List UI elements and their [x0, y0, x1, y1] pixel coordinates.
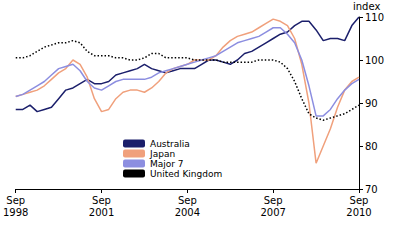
svg-text:Major 7: Major 7 [150, 159, 184, 169]
svg-text:2010: 2010 [346, 207, 371, 218]
svg-text:2007: 2007 [260, 207, 285, 218]
svg-text:2001: 2001 [89, 207, 114, 218]
svg-text:80: 80 [365, 141, 378, 152]
svg-text:1998: 1998 [3, 207, 28, 218]
svg-text:United Kingdom: United Kingdom [150, 169, 222, 179]
svg-text:Sep: Sep [6, 195, 25, 206]
svg-text:Sep: Sep [92, 195, 111, 206]
svg-text:Sep: Sep [264, 195, 283, 206]
svg-text:Australia: Australia [150, 139, 190, 149]
svg-text:Japan: Japan [149, 149, 175, 159]
svg-text:Sep: Sep [178, 195, 197, 206]
svg-text:Sep: Sep [350, 195, 369, 206]
svg-text:90: 90 [365, 98, 378, 109]
svg-text:100: 100 [365, 55, 384, 66]
svg-text:index: index [353, 1, 380, 12]
svg-text:110: 110 [365, 12, 384, 23]
svg-text:2004: 2004 [175, 207, 200, 218]
svg-text:70: 70 [365, 184, 378, 195]
